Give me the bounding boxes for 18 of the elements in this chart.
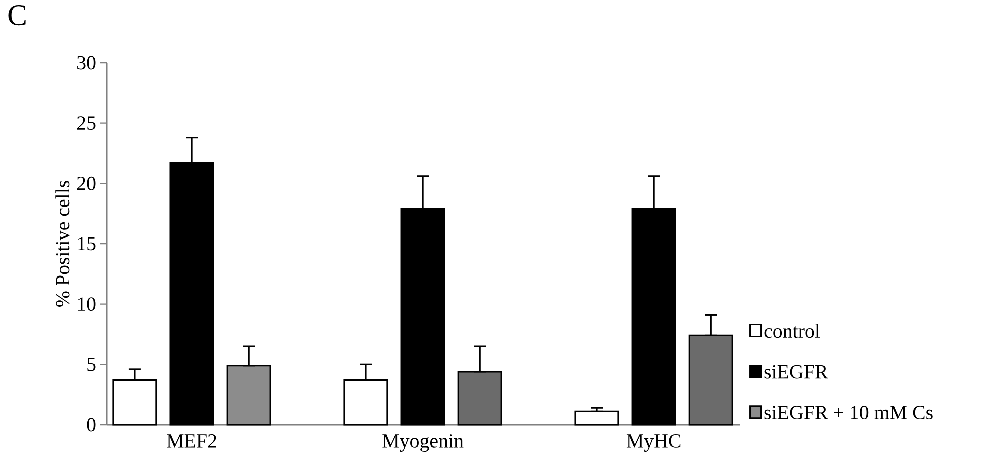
bar [400,208,446,426]
x-tick-label: Myogenin [382,434,464,452]
bar [574,410,620,426]
legend-label: control [764,324,820,338]
y-tick-label: 30 [78,56,96,70]
y-tick-label: 15 [78,237,96,251]
legend-label: siEGFR [764,365,828,379]
y-tick-label: 5 [88,358,96,372]
bar [632,208,676,426]
y-tick-label: 0 [87,418,96,432]
legend-label: siEGFR + 10 mM Cs [764,406,933,420]
y-tick-label: 20 [77,176,96,190]
y-tick-label: 25 [77,116,96,130]
y-tick-label: 10 [78,298,96,312]
x-tick-label: MyHC [626,434,681,452]
x-tick-label: MEF2 [167,434,216,448]
text: C [8,6,26,26]
y-axis-title: % Positive cells [56,181,70,307]
